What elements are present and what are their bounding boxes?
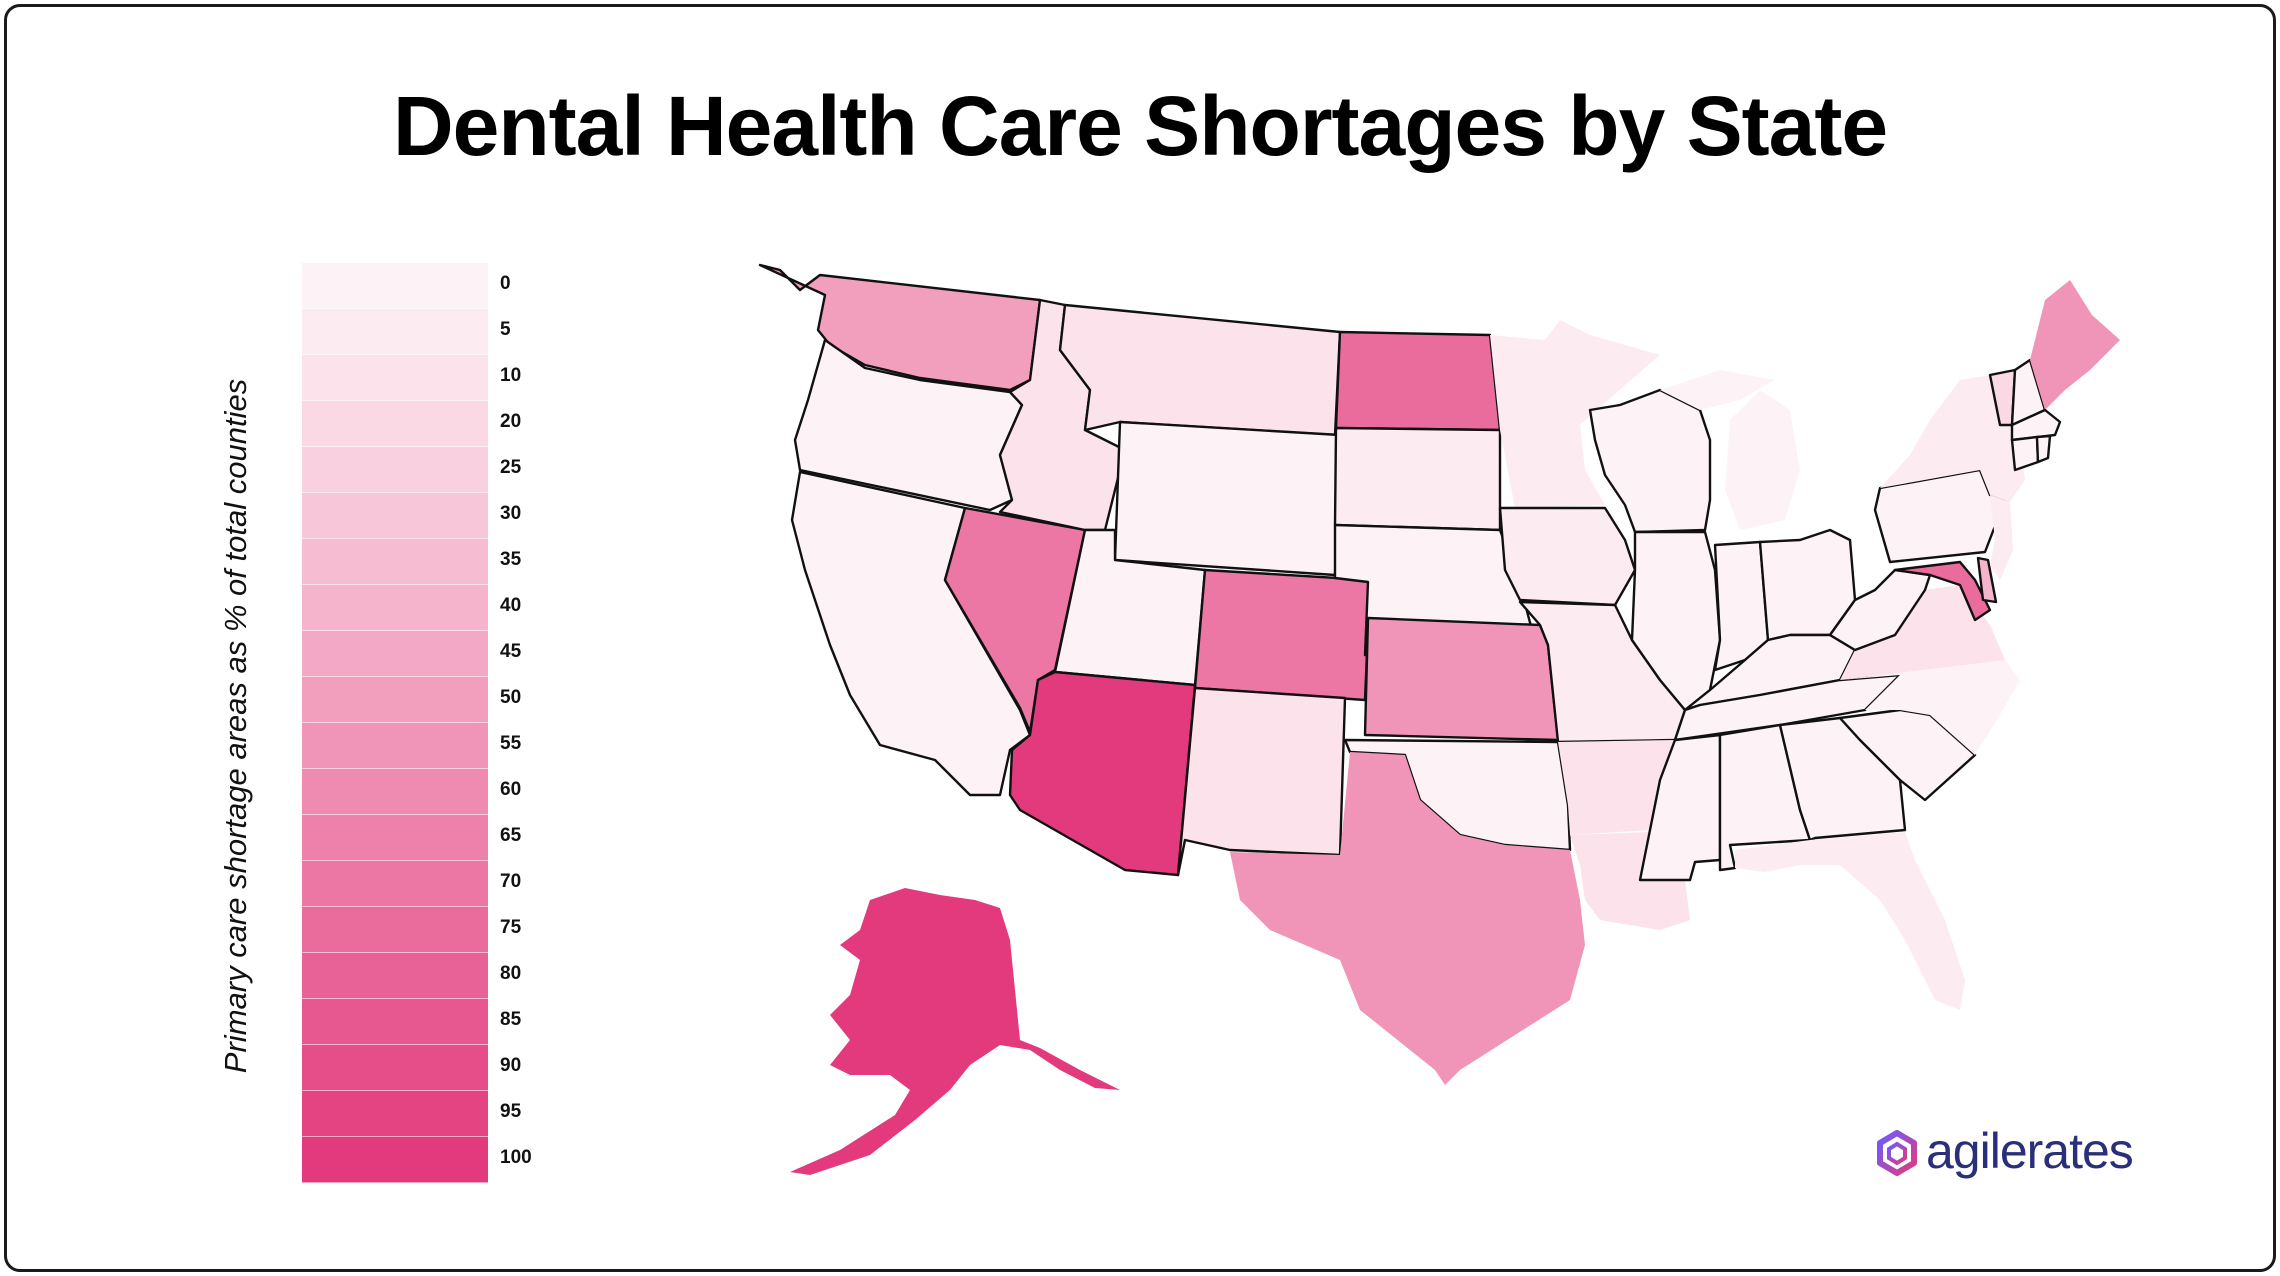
legend-swatch-55 xyxy=(302,723,488,769)
legend-label-25: 25 xyxy=(500,457,522,478)
legend-swatch-65 xyxy=(302,815,488,861)
state-ks xyxy=(1363,616,1560,742)
legend-label-80: 80 xyxy=(500,963,522,984)
state-ri xyxy=(2035,434,2052,464)
legend-label-5: 5 xyxy=(500,319,511,340)
state-md xyxy=(1893,560,1992,622)
state-sd xyxy=(1333,426,1502,532)
us-choropleth-map xyxy=(758,263,2120,1175)
state-nj xyxy=(1990,495,2013,580)
legend-label-10: 10 xyxy=(500,365,522,386)
legend-label-45: 45 xyxy=(500,641,522,662)
state-ct xyxy=(2010,435,2040,472)
agilerates-logo-icon xyxy=(1877,1130,1917,1176)
brand-name: agilerates xyxy=(1926,1122,2134,1180)
legend-label-70: 70 xyxy=(500,871,522,892)
state-wy xyxy=(1113,420,1342,577)
state-mn xyxy=(1490,320,1660,508)
state-nc xyxy=(1840,660,2020,755)
state-az xyxy=(1008,670,1197,877)
state-la xyxy=(1570,832,1690,930)
state-wa xyxy=(758,263,1042,392)
legend-label-100: 100 xyxy=(500,1147,532,1168)
legend-swatch-35 xyxy=(302,539,488,585)
state-mt xyxy=(1058,303,1342,437)
legend-swatch-80 xyxy=(302,953,488,999)
legend-swatch-45 xyxy=(302,631,488,677)
legend-label-65: 65 xyxy=(500,825,522,846)
legend-label-85: 85 xyxy=(500,1009,522,1030)
state-nm xyxy=(1176,686,1347,877)
legend-tick-labels: 0 5 10 20 25 30 35 40 45 50 55 60 65 70 75 80 85 90 95 100 xyxy=(500,263,580,1183)
state-ar xyxy=(1558,740,1675,835)
brand-name-part2: rates xyxy=(2026,1123,2134,1179)
legend-swatch-95 xyxy=(302,1091,488,1137)
state-ny xyxy=(1880,375,2025,502)
state-wi xyxy=(1588,388,1712,534)
legend-label-40: 40 xyxy=(500,595,522,616)
legend-label-0: 0 xyxy=(500,273,511,294)
legend-axis-label-text: Primary care shortage areas as % of tota… xyxy=(218,378,253,1074)
legend-label-50: 50 xyxy=(500,687,522,708)
legend-swatch-60 xyxy=(302,769,488,815)
legend-swatch-40 xyxy=(302,585,488,631)
legend-swatch-100 xyxy=(302,1137,488,1183)
legend-color-scale xyxy=(302,263,488,1183)
state-sc xyxy=(1838,708,1977,802)
legend-label-95: 95 xyxy=(500,1101,522,1122)
state-nd xyxy=(1334,330,1502,432)
brand-name-part1: agile xyxy=(1926,1123,2028,1179)
state-va xyxy=(1840,585,2005,680)
legend-label-30: 30 xyxy=(500,503,522,524)
legend-swatch-50 xyxy=(302,677,488,723)
chart-title: Dental Health Care Shortages by State xyxy=(392,79,1888,173)
legend-label-55: 55 xyxy=(500,733,522,754)
state-ia xyxy=(1498,506,1637,607)
state-mi xyxy=(1660,370,1800,530)
state-de xyxy=(1976,556,1998,604)
state-ak xyxy=(790,888,1120,1175)
legend-label-20: 20 xyxy=(500,411,522,432)
legend-label-75: 75 xyxy=(500,917,522,938)
legend-swatch-10 xyxy=(302,355,488,401)
state-ms xyxy=(1638,733,1722,882)
legend-label-90: 90 xyxy=(500,1055,522,1076)
legend-label-35: 35 xyxy=(500,549,522,570)
legend-swatch-90 xyxy=(302,1045,488,1091)
brand-logo: agilerates xyxy=(1874,1122,2174,1184)
legend-swatch-20 xyxy=(302,401,488,447)
legend-swatch-75 xyxy=(302,907,488,953)
state-fl xyxy=(1735,832,1965,1010)
legend-swatch-5 xyxy=(302,309,488,355)
legend-swatch-85 xyxy=(302,999,488,1045)
legend-swatch-30 xyxy=(302,493,488,539)
legend-swatch-25 xyxy=(302,447,488,493)
state-tx xyxy=(1230,752,1585,1085)
state-ma xyxy=(2010,408,2062,442)
legend-label-60: 60 xyxy=(500,779,522,800)
legend-swatch-70 xyxy=(302,861,488,907)
state-me xyxy=(2030,280,2120,410)
legend-swatch-0 xyxy=(302,263,488,309)
state-co xyxy=(1193,568,1372,702)
